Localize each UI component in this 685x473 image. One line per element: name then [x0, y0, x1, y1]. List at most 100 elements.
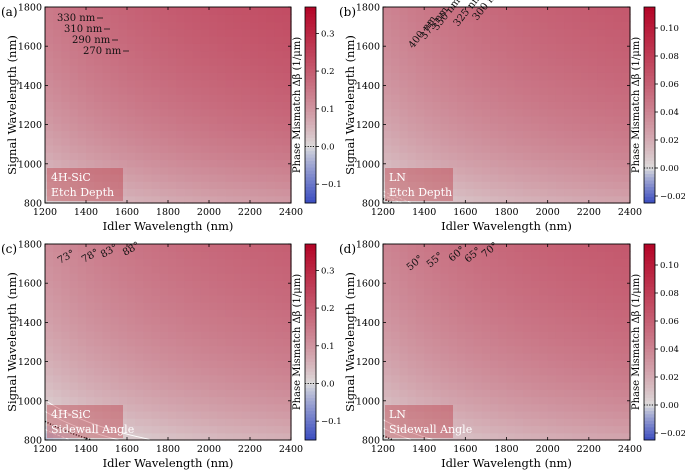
heatmap-cell — [102, 374, 112, 383]
heatmap-cell — [547, 123, 557, 132]
heatmap-cell — [184, 302, 194, 310]
heatmap-cell — [217, 7, 226, 15]
colorbar-tick-label: 0.0 — [321, 379, 335, 389]
colorbar-segment — [644, 23, 655, 27]
heatmap-cell — [184, 323, 194, 332]
heatmap-cell — [45, 115, 54, 124]
heatmap-cell — [127, 57, 136, 66]
heatmap-cell — [53, 72, 62, 81]
heatmap-cell — [547, 188, 557, 197]
heatmap-cell — [258, 14, 267, 23]
heatmap-cell — [118, 280, 128, 289]
colorbar-segment — [305, 289, 316, 294]
heatmap-cell — [588, 396, 598, 405]
heatmap-cell — [531, 425, 541, 434]
x-tick-label: 1400 — [74, 444, 98, 455]
heatmap-cell — [274, 352, 284, 361]
heatmap-cell — [580, 166, 590, 175]
y-tick-label: 1800 — [356, 240, 380, 251]
heatmap-cell — [217, 57, 226, 66]
heatmap-cell — [564, 36, 573, 44]
heatmap-cell — [473, 345, 483, 354]
heatmap-cell — [506, 101, 516, 110]
heatmap-cell — [564, 389, 573, 398]
heatmap-cell — [391, 331, 401, 339]
heatmap-cell — [432, 21, 442, 30]
heatmap-cell — [143, 374, 153, 383]
heatmap-cell — [498, 101, 508, 110]
heatmap-cell — [424, 331, 433, 339]
colorbar-segment — [644, 193, 655, 197]
heatmap-cell — [440, 287, 450, 296]
colorbar-segment — [305, 364, 316, 369]
heatmap-cell — [539, 86, 549, 95]
heatmap-cell — [250, 137, 259, 146]
heatmap-cell — [564, 50, 573, 59]
heatmap-cell — [522, 418, 532, 427]
colorbar-segment — [305, 266, 316, 271]
colorbar-tick-label: 0.1 — [321, 105, 335, 115]
heatmap-cell — [457, 181, 466, 190]
heatmap-cell — [424, 65, 433, 73]
heatmap-cell — [399, 50, 409, 59]
heatmap-cell — [53, 188, 62, 197]
heatmap-cell — [45, 130, 54, 139]
heatmap-cell — [424, 50, 433, 59]
heatmap-cell — [424, 294, 433, 303]
colorbar-tick-label: −0.1 — [321, 417, 342, 427]
heatmap-cell — [514, 265, 524, 274]
heatmap-cell — [572, 338, 582, 347]
heatmap-cell — [135, 123, 144, 132]
heatmap-cell — [282, 101, 292, 110]
colorbar-segment — [644, 400, 655, 405]
heatmap-cell — [407, 94, 417, 102]
x-tick-label: 1800 — [494, 444, 518, 455]
heatmap-cell — [605, 389, 615, 398]
heatmap-cell — [613, 57, 623, 66]
heatmap-cell — [250, 280, 259, 289]
heatmap-cell — [250, 352, 259, 361]
heatmap-cell — [94, 50, 103, 59]
heatmap-cell — [572, 7, 582, 15]
heatmap-cell — [192, 166, 202, 175]
heatmap-cell — [432, 166, 442, 175]
heatmap-cell — [110, 374, 120, 383]
heatmap-cell — [282, 251, 292, 260]
heatmap-cell — [53, 7, 62, 15]
heatmap-cell — [580, 94, 590, 102]
colorbar-segment — [305, 407, 316, 411]
heatmap-cell — [588, 331, 598, 339]
heatmap-cell — [110, 123, 120, 132]
heatmap-cell — [274, 14, 284, 23]
heatmap-cell — [118, 72, 128, 81]
heatmap-cell — [490, 65, 499, 73]
colorbar-tick-label: 0.0 — [321, 142, 335, 152]
colorbar-segment — [305, 75, 316, 80]
heatmap-cell — [151, 287, 161, 296]
heatmap-cell — [383, 323, 392, 332]
heatmap-cell — [580, 287, 590, 296]
heatmap-cell — [588, 258, 598, 267]
colorbar-segment — [305, 69, 316, 73]
heatmap-cell — [522, 294, 532, 303]
heatmap-cell — [597, 258, 606, 267]
heatmap-cell — [539, 396, 549, 405]
heatmap-cell — [225, 137, 235, 146]
colorbar-segment — [305, 244, 316, 248]
heatmap-cell — [399, 72, 409, 81]
heatmap-cell — [572, 396, 582, 405]
heatmap-cell — [597, 410, 606, 419]
heatmap-cell — [45, 7, 54, 15]
heatmap-cell — [531, 137, 541, 146]
heatmap-cell — [258, 302, 267, 310]
heatmap-cell — [539, 166, 549, 175]
heatmap-cell — [547, 432, 557, 441]
heatmap-cell — [53, 195, 62, 204]
heatmap-cell — [522, 352, 532, 361]
heatmap-cell — [94, 57, 103, 66]
heatmap-cell — [481, 410, 491, 419]
heatmap-cell — [192, 159, 202, 168]
heatmap-cell — [383, 273, 392, 281]
heatmap-cell — [506, 432, 516, 441]
heatmap-cell — [135, 396, 144, 405]
